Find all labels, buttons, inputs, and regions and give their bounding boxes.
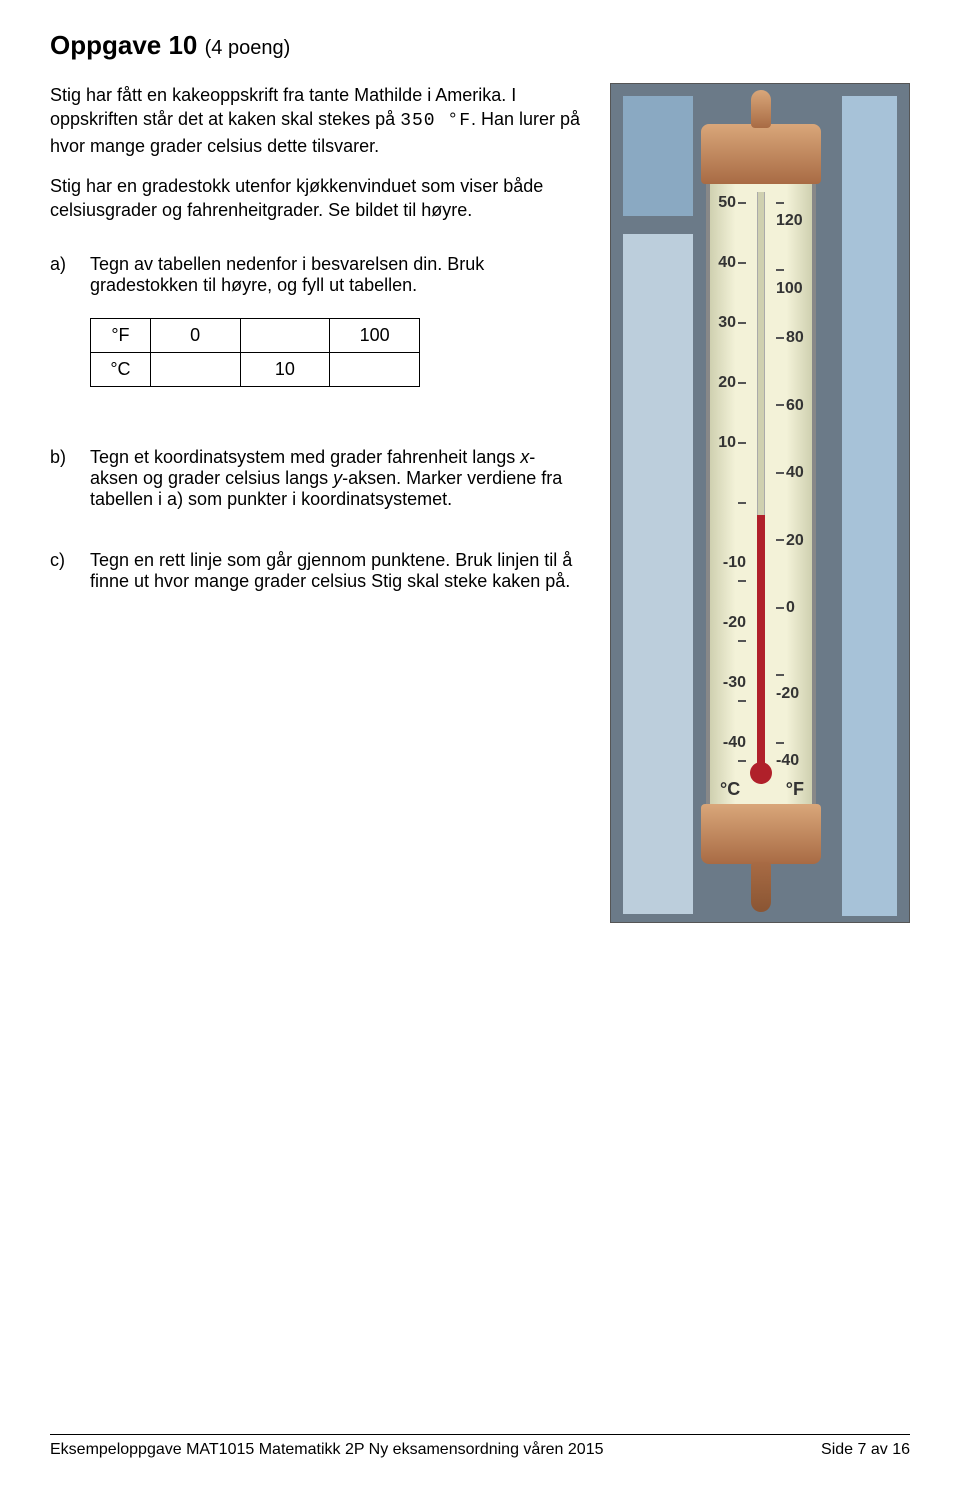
celsius-scale: 5040302010-10-20-30-40 [716, 194, 746, 754]
thermometer-bg [623, 234, 693, 914]
thermometer-cap-bottom [701, 804, 821, 864]
body-row: Stig har fått en kakeoppskrift fra tante… [50, 83, 910, 923]
footer-right: Side 7 av 16 [821, 1441, 910, 1459]
task-title: Oppgave 10 (4 poeng) [50, 30, 910, 61]
text-column: Stig har fått en kakeoppskrift fra tante… [50, 83, 582, 592]
thermometer-bg [842, 96, 897, 916]
question-c: c) Tegn en rett linje som går gjennom pu… [50, 550, 582, 592]
table-f-label: °F [91, 319, 151, 353]
celsius-tick: -30 [716, 674, 746, 710]
fahrenheit-tick: 40 [776, 464, 806, 482]
conversion-table: °F 0 100 °C 10 [90, 318, 420, 387]
thermometer-cap-top [701, 124, 821, 184]
thermometer-frame: 50 40 30 20 10 -10 -20 -30 -40 120 100 80 60 40 20 0 -2… [610, 83, 910, 923]
celsius-tick: 20 [716, 374, 746, 392]
question-b: b) Tegn et koordinatsystem med grader fa… [50, 447, 582, 510]
celsius-tick: -20 [716, 614, 746, 650]
fahrenheit-scale: 120100806040200-20-40 [776, 194, 806, 754]
celsius-tick: 40 [716, 254, 746, 272]
question-a-text: Tegn av tabellen nedenfor i besvarelsen … [90, 254, 484, 295]
question-a-body: Tegn av tabellen nedenfor i besvarelsen … [90, 254, 582, 387]
table-row: °C 10 [91, 353, 420, 387]
question-b-body: Tegn et koordinatsystem med grader fahre… [90, 447, 582, 510]
thermometer-bulb [750, 762, 772, 784]
fahrenheit-tick: 0 [776, 599, 806, 617]
page-footer: Eksempeloppgave MAT1015 Matematikk 2P Ny… [50, 1434, 910, 1459]
question-b-seg1: Tegn et koordinatsystem med grader fahre… [90, 447, 520, 467]
fahrenheit-tick: 20 [776, 532, 806, 550]
question-c-body: Tegn en rett linje som går gjennom punkt… [90, 550, 582, 592]
title-sub: (4 poeng) [205, 37, 291, 59]
question-b-xvar: x [520, 447, 529, 467]
table-f-c1: 0 [150, 319, 240, 353]
intro-paragraph-2: Stig har en gradestokk utenfor kjøkkenvi… [50, 174, 582, 223]
question-c-label: c) [50, 550, 90, 592]
intro-temp-unit: °F [436, 111, 471, 131]
thermometer-bg [623, 96, 693, 216]
title-main: Oppgave 10 [50, 30, 197, 60]
unit-label-fahrenheit: °F [786, 779, 804, 800]
fahrenheit-tick: 100 [776, 262, 806, 298]
table-c-c3 [330, 353, 420, 387]
intro-paragraph-1: Stig har fått en kakeoppskrift fra tante… [50, 83, 582, 158]
question-a-label: a) [50, 254, 90, 387]
fahrenheit-tick: 60 [776, 397, 806, 415]
celsius-tick: 50 [716, 194, 746, 212]
celsius-tick: -10 [716, 554, 746, 590]
intro-temp-value: 350 [400, 111, 435, 131]
question-b-label: b) [50, 447, 90, 510]
table-c-c1 [150, 353, 240, 387]
thermometer-tube: 50 40 30 20 10 -10 -20 -30 -40 120 100 80 60 40 20 0 -2… [706, 184, 816, 804]
fahrenheit-tick: 120 [776, 194, 806, 230]
table-f-c2 [240, 319, 330, 353]
question-b-yvar: y [333, 468, 342, 488]
footer-left: Eksempeloppgave MAT1015 Matematikk 2P Ny… [50, 1441, 603, 1459]
question-a: a) Tegn av tabellen nedenfor i besvarels… [50, 254, 582, 387]
table-c-label: °C [91, 353, 151, 387]
fahrenheit-tick: -40 [776, 734, 806, 770]
thermometer-image: 50 40 30 20 10 -10 -20 -30 -40 120 100 80 60 40 20 0 -2… [610, 83, 910, 923]
table-f-c3: 100 [330, 319, 420, 353]
table-row: °F 0 100 [91, 319, 420, 353]
unit-label-celsius: °C [720, 779, 740, 800]
celsius-tick [716, 494, 746, 512]
celsius-tick: 30 [716, 314, 746, 332]
celsius-tick: -40 [716, 734, 746, 770]
fahrenheit-tick: -20 [776, 667, 806, 703]
table-c-c2: 10 [240, 353, 330, 387]
thermometer-mercury [757, 515, 765, 770]
fahrenheit-tick: 80 [776, 329, 806, 347]
celsius-tick: 10 [716, 434, 746, 452]
